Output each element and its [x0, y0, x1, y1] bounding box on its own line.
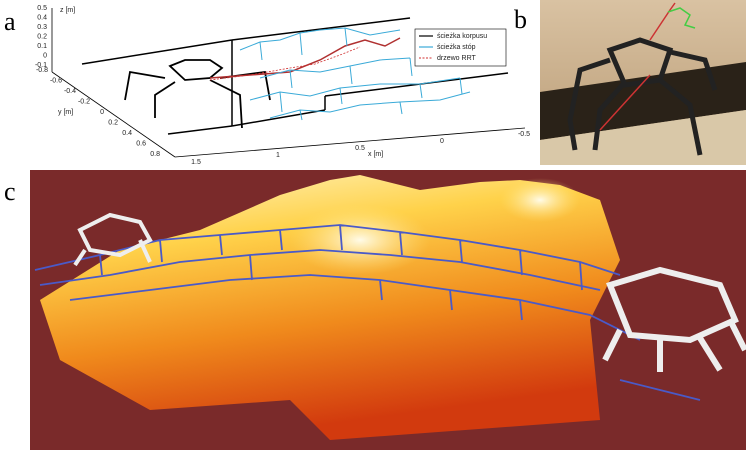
y-tick-label: 0.2 [108, 120, 118, 127]
z-tick-label: 0.3 [37, 24, 47, 31]
figure: a b c [0, 0, 746, 450]
z-tick-label: 0.5 [37, 5, 47, 12]
y-tick-label: -0.8 [36, 67, 48, 74]
axis-label: x [m] [368, 151, 383, 158]
y-tick-label: 0 [100, 109, 104, 116]
y-tick-label: 0.4 [122, 130, 132, 137]
z-tick-label: 0.1 [37, 43, 47, 50]
panel-label: c [4, 177, 16, 206]
x-tick-label: 0 [440, 138, 444, 145]
y-tick-label: -0.6 [50, 78, 62, 85]
z-tick-label: 0 [43, 53, 47, 60]
z-tick-label: 0.4 [37, 15, 47, 22]
y-tick-label: -0.2 [78, 99, 90, 106]
z-tick-label: 0.2 [37, 34, 47, 41]
y-tick-label: 0.8 [150, 151, 160, 158]
x-tick-label: -0.5 [518, 131, 530, 138]
legend-entry: drzewo RRT [437, 55, 476, 62]
x-tick-label: 1 [276, 152, 280, 159]
x-tick-label: 0.5 [355, 145, 365, 152]
legend-entry: ścieżka korpusu [437, 33, 487, 40]
panel-label: b [514, 5, 527, 34]
axis-label: y [m] [58, 109, 73, 116]
photo-b [540, 0, 746, 165]
y-tick-label: -0.4 [64, 88, 76, 95]
render-c [30, 170, 746, 450]
panel-label: a [4, 7, 16, 36]
y-tick-label: 0.6 [136, 141, 146, 148]
axis-label: z [m] [60, 7, 75, 14]
x-tick-label: 1.5 [191, 159, 201, 166]
legend-entry: ścieżka stóp [437, 44, 476, 51]
